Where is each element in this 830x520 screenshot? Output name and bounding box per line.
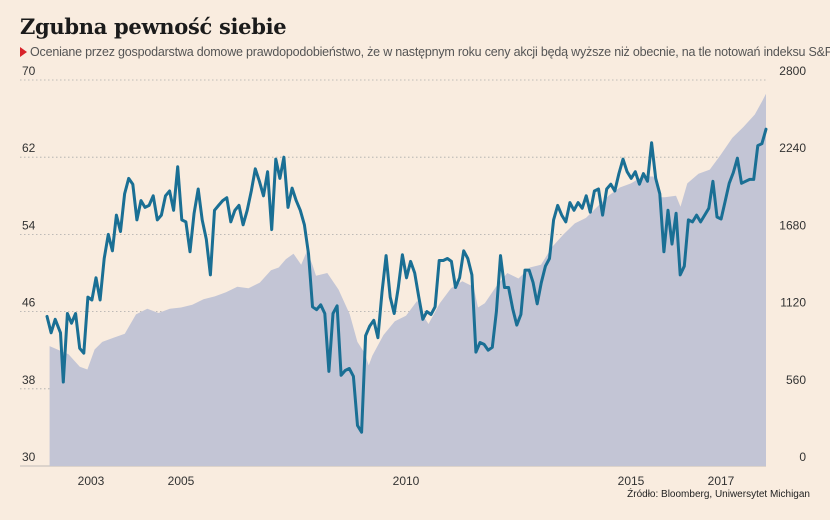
chart-subtitle: Oceniane przez gospodarstwa domowe prawd… (20, 45, 830, 59)
x-tick-label: 2010 (393, 474, 420, 488)
left-tick-label: 54 (22, 218, 36, 232)
subtitle-text: Oceniane przez gospodarstwa domowe prawd… (30, 45, 830, 59)
right-tick-label: 1120 (780, 296, 806, 310)
right-tick-label: 2240 (779, 141, 806, 155)
right-tick-label: 1680 (779, 218, 806, 232)
x-axis-ticks: 2003 2005 2010 2015 2017 (78, 474, 735, 488)
x-tick-label: 2005 (168, 474, 195, 488)
left-tick-label: 62 (22, 141, 36, 155)
left-tick-label: 46 (22, 296, 36, 310)
right-tick-label: 0 (799, 450, 806, 464)
left-axis-ticks: 30 38 46 54 62 70 (22, 64, 36, 464)
x-tick-label: 2017 (708, 474, 735, 488)
chart-title: Zgubna pewność siebie (20, 14, 287, 39)
right-tick-label: 2800 (779, 64, 806, 78)
right-tick-label: 560 (786, 373, 806, 387)
red-triangle-icon (20, 47, 27, 57)
x-tick-label: 2015 (618, 474, 645, 488)
sp500-area (49, 93, 767, 467)
left-tick-label: 30 (22, 450, 36, 464)
left-tick-label: 70 (22, 64, 36, 78)
expectations-line (45, 127, 768, 434)
left-tick-label: 38 (22, 373, 36, 387)
x-tick-label: 2003 (78, 474, 105, 488)
source-note: Źródło: Bloomberg, Uniwersytet Michigan (627, 489, 810, 500)
right-axis-ticks: 0 560 1120 1680 2240 2800 (779, 64, 806, 464)
